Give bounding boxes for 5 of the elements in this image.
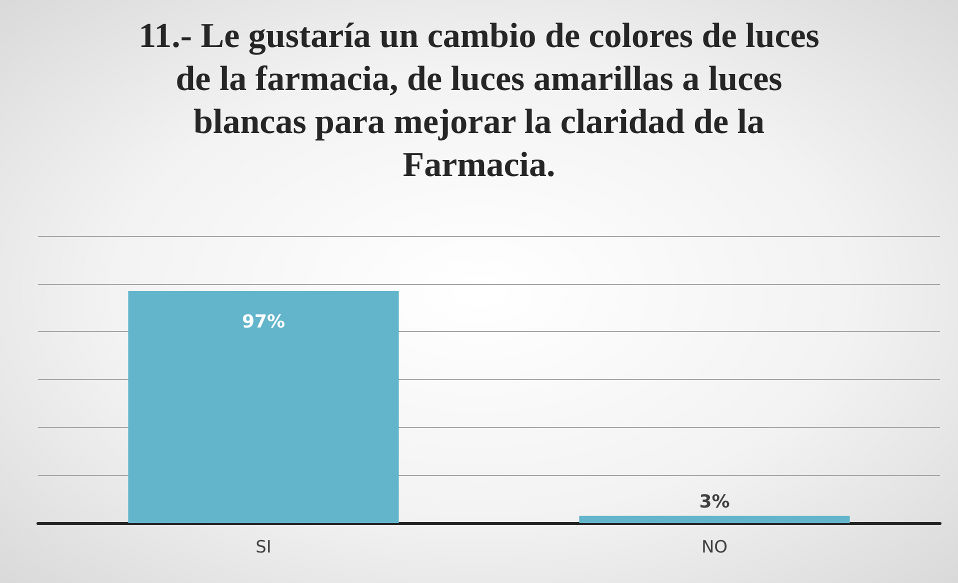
x-tick-label: SI bbox=[256, 538, 272, 558]
x-tick-label: NO bbox=[701, 538, 728, 558]
data-label: 3% bbox=[699, 491, 730, 512]
data-label: 97% bbox=[242, 312, 286, 333]
chart-title: 11.- Le gustaría un cambio de colores de luces de la farmacia, de luces amarillas a luces blancas para mejorar la claridad de la Farmacia. bbox=[138, 15, 820, 186]
